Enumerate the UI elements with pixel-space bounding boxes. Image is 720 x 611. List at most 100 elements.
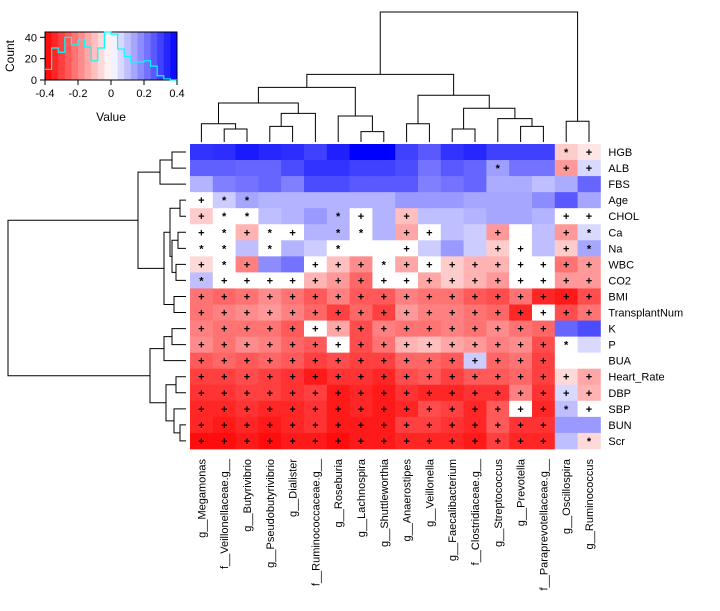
cell-ca-f-ruminococcaceae-g — [304, 224, 328, 241]
cell-fbs-g-dialister — [281, 176, 305, 193]
cell-sbp-g-roseburia — [326, 400, 350, 418]
symbol-transplantnum-g-shuttleworthia: + — [381, 308, 387, 320]
symbol-p-f-paraprevotellaceae-g: + — [540, 340, 546, 352]
cell-fbs-g-oscillospira — [554, 176, 578, 193]
symbol-sbp-f-paraprevotellaceae-g: + — [540, 404, 546, 416]
cell-bun-g-prevotella — [509, 416, 533, 434]
symbol-scr-f-clostridiaceae-g: + — [472, 436, 478, 448]
symbol-sbp-f-veillonellaceae-g: + — [221, 404, 227, 416]
column-label-g-butyrivibrio: g__Butyrivibrio — [242, 459, 254, 532]
cell-heart-rate-g-ruminococcus — [577, 368, 601, 386]
cell-bmi-f-veillonellaceae-g — [212, 288, 236, 305]
cell-age-g-butyrivibrio — [235, 192, 259, 209]
dendrogram-branch — [360, 131, 385, 142]
symbol-sbp-g-streptococcus: + — [495, 404, 501, 416]
cell-hgb-g-faecalibacterium — [440, 144, 464, 161]
symbol-co2-f-veillonellaceae-g: + — [221, 275, 227, 287]
cell-fbs-g-pseudobutyrivibrio — [258, 176, 282, 193]
cell-scr-g-pseudobutyrivibrio — [258, 432, 282, 450]
symbol-ca-g-ruminococcus: * — [587, 227, 592, 239]
cell-dbp-g-oscillospira — [554, 384, 578, 402]
cell-ca-g-veillonella — [418, 224, 442, 241]
symbol-co2-g-dialister: + — [289, 275, 295, 287]
color-key-band — [104, 32, 112, 80]
column-label-g-pseudobutyrivibrio: g__Pseudobutyrivibrio — [265, 459, 277, 568]
symbol-scr-f-paraprevotellaceae-g: + — [540, 436, 546, 448]
cell-wbc-f-ruminococcaceae-g — [304, 256, 328, 273]
symbol-transplantnum-g-dialister: + — [289, 308, 295, 320]
cell-age-g-prevotella — [509, 192, 533, 209]
column-label-g-shuttleworthia: g__Shuttleworthia — [379, 458, 391, 547]
cell-bun-g-streptococcus — [486, 416, 510, 434]
dendrogram-branch — [163, 336, 186, 362]
cell-bua-g-oscillospira — [554, 352, 578, 370]
symbol-bun-g-veillonella: + — [426, 420, 432, 432]
dendrogram-branch — [179, 199, 186, 217]
symbol-dbp-f-clostridiaceae-g: + — [472, 388, 478, 400]
cell-bmi-g-oscillospira — [554, 288, 578, 305]
column-label-f-ruminococcaceae-g: f__Ruminococcaceae.g__ — [310, 458, 322, 586]
symbol-heart-rate-g-anaerostipes: + — [403, 372, 409, 384]
symbol-bun-f-veillonellaceae-g: + — [221, 420, 227, 432]
cell-dbp-g-lachnospira — [349, 384, 373, 402]
dendrogram-branch — [175, 376, 186, 394]
symbol-scr-g-shuttleworthia: + — [381, 436, 387, 448]
symbol-wbc-g-anaerostipes: + — [403, 259, 409, 271]
cell-age-g-lachnospira — [349, 192, 373, 209]
row-label-bmi: BMI — [608, 291, 628, 303]
cell-bun-g-megamonas — [190, 416, 214, 434]
symbol-scr-g-butyrivibrio: + — [244, 436, 250, 448]
symbol-ca-g-dialister: + — [289, 227, 295, 239]
symbol-dbp-g-oscillospira: + — [563, 388, 569, 400]
cell-bua-g-veillonella — [418, 352, 442, 370]
symbol-transplantnum-g-ruminococcus: + — [586, 308, 592, 320]
color-key-x-tick-label: 0.2 — [136, 88, 151, 100]
cell-heart-rate-g-megamonas — [190, 368, 214, 386]
cell-hgb-g-anaerostipes — [395, 144, 419, 161]
cell-bua-g-streptococcus — [486, 352, 510, 370]
symbol-bun-g-megamonas: + — [198, 420, 204, 432]
cell-alb-f-clostridiaceae-g — [463, 160, 487, 177]
symbol-bmi-g-dialister: + — [289, 291, 295, 303]
symbol-k-g-shuttleworthia: + — [381, 324, 387, 336]
cell-scr-f-veillonellaceae-g — [212, 432, 236, 450]
cell-wbc-g-ruminococcus — [577, 256, 601, 273]
cell-dbp-f-ruminococcaceae-g — [304, 384, 328, 402]
cell-heart-rate-g-faecalibacterium — [440, 368, 464, 386]
cell-bmi-g-anaerostipes — [395, 288, 419, 305]
cell-bmi-f-ruminococcaceae-g — [304, 288, 328, 305]
cell-wbc-g-streptococcus — [486, 256, 510, 273]
cell-wbc-f-veillonellaceae-g — [212, 256, 236, 273]
symbol-co2-g-lachnospira: + — [358, 275, 364, 287]
row-label-fbs: FBS — [608, 179, 629, 191]
symbol-co2-g-anaerostipes: + — [403, 275, 409, 287]
color-key-band — [137, 32, 145, 80]
symbol-scr-g-dialister: + — [289, 436, 295, 448]
color-key-band — [144, 32, 151, 80]
significance-symbols: * + * + + + * * + * * * + + + + + * + * + * * + + + + * * * * * + + + + * + * +… — [198, 147, 592, 448]
cell-bua-g-faecalibacterium — [440, 352, 464, 370]
cell-bua-g-ruminococcus — [577, 352, 601, 370]
cell-alb-g-oscillospira — [554, 160, 578, 177]
cell-chol-g-roseburia — [326, 208, 350, 225]
symbol-p-g-oscillospira: * — [564, 340, 569, 352]
symbol-dbp-f-ruminococcaceae-g: + — [312, 388, 318, 400]
cell-transplantnum-g-shuttleworthia — [372, 304, 396, 321]
symbol-heart-rate-g-veillonella: + — [426, 372, 432, 384]
cell-transplantnum-g-streptococcus — [486, 304, 510, 321]
symbol-bmi-f-paraprevotellaceae-g: + — [540, 291, 546, 303]
color-key-band — [71, 32, 79, 80]
symbol-bua-g-faecalibacterium: + — [449, 356, 455, 368]
symbol-k-f-paraprevotellaceae-g: + — [540, 324, 546, 336]
symbol-bua-g-lachnospira: + — [358, 356, 364, 368]
cell-p-f-paraprevotellaceae-g — [532, 336, 556, 354]
cell-wbc-g-anaerostipes — [395, 256, 419, 273]
row-label-sbp: SBP — [608, 404, 630, 416]
row-label-hgb: HGB — [608, 147, 632, 159]
cell-fbs-f-paraprevotellaceae-g — [532, 176, 556, 193]
symbol-transplantnum-g-megamonas: + — [198, 308, 204, 320]
symbol-sbp-g-prevotella: + — [517, 404, 523, 416]
symbol-transplantnum-g-oscillospira: + — [563, 308, 569, 320]
symbol-chol-g-lachnospira: + — [358, 211, 364, 223]
cell-bua-g-roseburia — [326, 352, 350, 370]
